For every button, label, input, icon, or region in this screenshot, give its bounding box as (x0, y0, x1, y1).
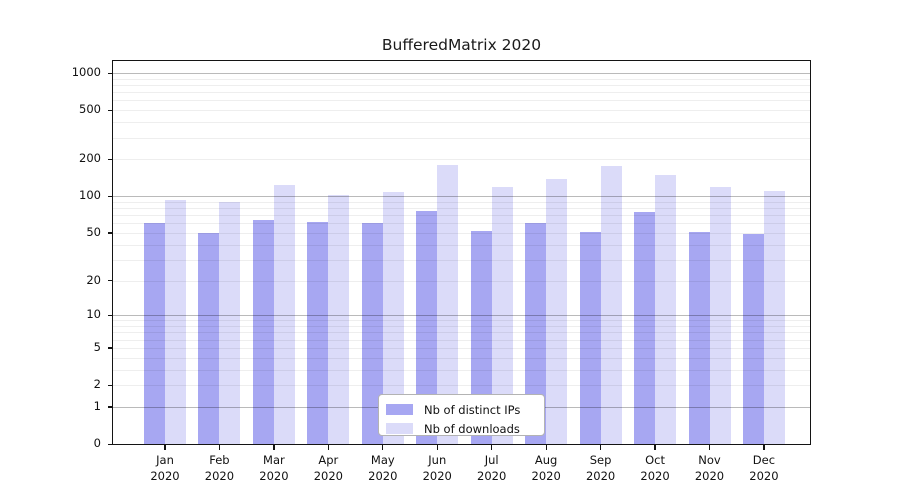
bar-downloads-apr (328, 195, 350, 444)
x-tick-label-apr: Apr 2020 (313, 453, 343, 483)
gridline-minor (113, 137, 810, 139)
legend-row-downloads: Nb of downloads (379, 419, 544, 438)
bar-distinct-ips-oct (634, 212, 656, 444)
x-tick (545, 445, 547, 450)
bar-downloads-jul (491, 187, 513, 444)
x-tick (436, 445, 438, 450)
bar-distinct-ips-dec (742, 233, 764, 444)
x-tick-label-oct: Oct 2020 (640, 453, 670, 483)
x-tick (600, 445, 602, 450)
bar-downloads-oct (655, 174, 677, 444)
legend: Nb of distinct IPs Nb of downloads (378, 394, 545, 436)
bar-distinct-ips-feb (198, 232, 220, 444)
y-tick-label: 50 (86, 224, 101, 239)
x-tick-label-aug: Aug 2020 (531, 453, 561, 483)
y-tick-label: 10 (86, 307, 101, 322)
x-tick (382, 445, 384, 450)
y-tick (108, 443, 113, 445)
gridline-minor (113, 110, 810, 112)
x-tick (164, 445, 166, 450)
bar-downloads-jun (437, 165, 459, 444)
y-tick (108, 195, 113, 197)
bar-distinct-ips-jul (470, 230, 492, 444)
gridline-minor (113, 84, 810, 86)
y-tick (108, 158, 113, 160)
y-tick-label: 2 (93, 377, 101, 391)
x-tick (218, 445, 221, 450)
x-tick (327, 445, 330, 450)
y-tick-label: 5 (93, 339, 101, 354)
bar-distinct-ips-jan (144, 223, 165, 444)
bar-distinct-ips-nov (688, 231, 710, 444)
x-tick-label-sep: Sep 2020 (585, 453, 616, 483)
x-tick (654, 445, 656, 450)
gridline-minor (113, 223, 810, 225)
x-tick-label-nov: Nov 2020 (694, 453, 725, 483)
y-tick-label: 200 (79, 151, 101, 166)
x-tick-label-feb: Feb 2020 (204, 453, 235, 483)
y-tick (108, 232, 113, 234)
y-tick (108, 109, 113, 111)
x-tick (491, 445, 493, 450)
bar-distinct-ips-sep (579, 231, 601, 444)
bar-downloads-sep (600, 166, 622, 444)
x-tick (708, 445, 711, 450)
legend-swatch-downloads (386, 423, 413, 434)
legend-swatch-distinct-ips (386, 404, 413, 415)
legend-label-downloads: Nb of downloads (424, 421, 520, 436)
x-tick (273, 445, 275, 450)
x-tick-label-jul: Jul 2020 (477, 453, 507, 483)
chart-title: BufferedMatrix 2020 (381, 36, 542, 54)
gridline-minor (113, 208, 810, 210)
y-tick (108, 406, 113, 408)
gridline-minor (113, 201, 810, 203)
x-tick-label-jun: Jun 2020 (422, 453, 452, 483)
y-tick (108, 347, 113, 349)
gridline-minor (113, 92, 810, 94)
y-tick-label: 1000 (71, 65, 101, 79)
gridline-minor (113, 100, 810, 102)
y-tick-label: 20 (86, 272, 101, 287)
gridline-minor (113, 78, 810, 80)
gridline-major (113, 196, 810, 198)
bar-distinct-ips-aug (525, 223, 547, 444)
y-tick-label: 100 (79, 188, 101, 203)
gridline-major (113, 73, 810, 74)
y-tick (108, 384, 113, 386)
bar-downloads-dec (763, 191, 785, 444)
gridline-minor (113, 122, 810, 124)
x-tick-label-jan: Jan 2020 (150, 453, 180, 483)
bar-downloads-may (382, 191, 404, 444)
y-tick-label: 0 (93, 436, 101, 450)
bar-downloads-aug (546, 179, 568, 444)
bar-distinct-ips-apr (307, 222, 329, 444)
y-tick-label: 500 (79, 102, 101, 117)
gridline-minor (113, 159, 810, 161)
bar-downloads-jan (165, 200, 186, 444)
legend-row-distinct-ips: Nb of distinct IPs (379, 400, 544, 419)
gridline-minor (113, 215, 810, 217)
y-tick-label: 1 (93, 398, 101, 413)
bar-downloads-nov (709, 186, 731, 444)
x-tick-label-dec: Dec 2020 (749, 453, 779, 483)
bar-distinct-ips-jun (416, 211, 438, 444)
bar-distinct-ips-mar (252, 219, 274, 444)
legend-label-distinct-ips: Nb of distinct IPs (424, 402, 521, 417)
x-tick (763, 445, 765, 450)
bar-downloads-feb (219, 202, 241, 444)
y-tick (108, 72, 113, 74)
bar-distinct-ips-may (361, 223, 383, 444)
x-tick-label-may: May 2020 (368, 453, 398, 483)
x-tick-label-mar: Mar 2020 (259, 453, 289, 483)
bar-downloads-mar (273, 184, 295, 444)
y-tick (108, 280, 113, 282)
y-tick (108, 314, 113, 317)
